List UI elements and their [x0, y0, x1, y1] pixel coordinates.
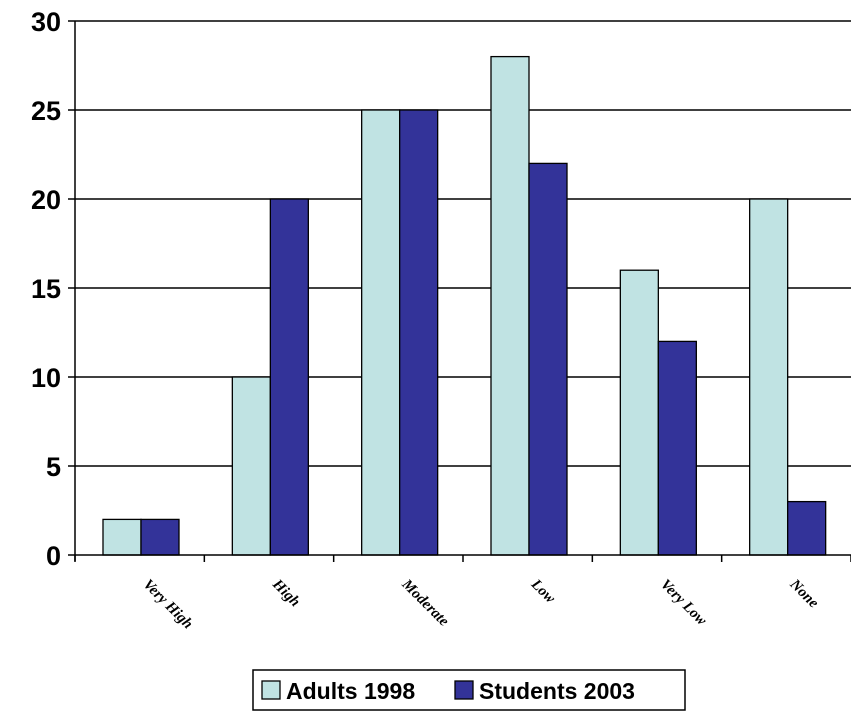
y-tick-label-0: 0	[46, 541, 61, 571]
y-tick-label-30: 30	[31, 7, 61, 37]
y-tick-label-15: 15	[31, 274, 61, 304]
bar-adults-1998-high	[231, 376, 271, 556]
y-tick-label-5: 5	[46, 452, 61, 482]
legend-swatch-students-2003	[454, 680, 474, 700]
bar-adults-1998-very-low	[619, 269, 659, 556]
legend-box	[252, 669, 686, 711]
bar-adults-1998-low	[490, 55, 530, 556]
x-tick-labels: Very High High Moderate Low Very Low None	[140, 576, 822, 633]
bar-students-2003-low	[528, 162, 568, 556]
legend: Adults 1998 Students 2003	[252, 669, 686, 711]
x-tick-label-high: High	[268, 576, 302, 610]
x-tick-label-very-high: Very High	[140, 577, 196, 633]
bars	[102, 55, 827, 556]
axes	[68, 20, 851, 562]
bar-students-2003-moderate	[399, 109, 439, 556]
bar-students-2003-high	[269, 198, 309, 556]
y-tick-label-10: 10	[31, 363, 61, 393]
legend-label-students-2003: Students 2003	[479, 678, 635, 704]
bar-students-2003-very-low	[657, 340, 697, 556]
bar-students-2003-very-high	[140, 518, 180, 556]
y-tick-label-25: 25	[31, 96, 61, 126]
legend-swatch-adults-1998	[261, 680, 281, 700]
x-tick-label-none: None	[786, 576, 822, 612]
bar-adults-1998-moderate	[361, 109, 401, 556]
y-tick-labels: 0 5 10 15 20 25 30	[31, 7, 61, 571]
gridlines	[75, 20, 851, 467]
bar-adults-1998-none	[749, 198, 789, 556]
y-tick-label-20: 20	[31, 185, 61, 215]
bar-adults-1998-very-high	[102, 518, 142, 556]
x-tick-label-low: Low	[527, 576, 559, 608]
x-tick-label-very-low: Very Low	[657, 577, 710, 630]
legend-label-adults-1998: Adults 1998	[286, 678, 415, 704]
x-tick-label-moderate: Moderate	[398, 576, 452, 630]
bar-students-2003-none	[787, 500, 827, 556]
